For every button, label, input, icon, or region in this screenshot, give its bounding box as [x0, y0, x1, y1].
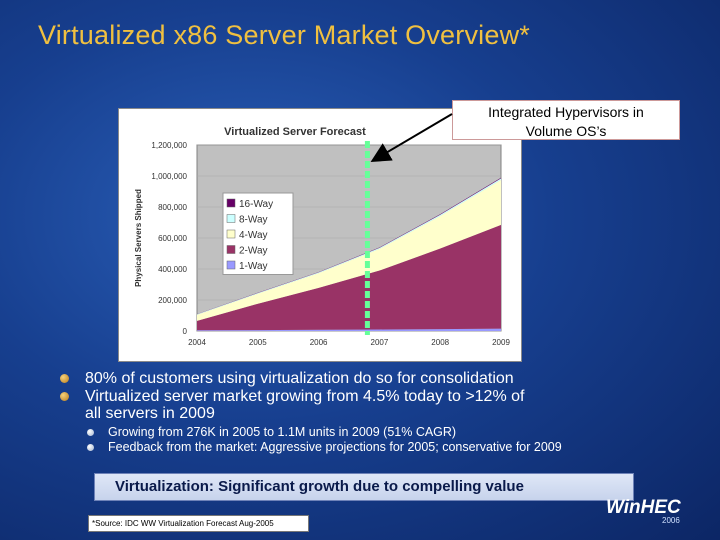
y-axis-label: Physical Servers Shipped	[134, 189, 143, 287]
logo-text: WinHEC	[606, 497, 681, 518]
slide-title: Virtualized x86 Server Market Overview*	[38, 20, 530, 50]
sub-bullet-text: Feedback from the market: Aggressive pro…	[108, 440, 562, 454]
chart-title: Virtualized Server Forecast	[224, 126, 366, 138]
legend-swatch	[226, 260, 236, 270]
sub-bullet-cagr: Growing from 276K in 2005 to 1.1M units …	[87, 425, 660, 440]
y-tick-label: 0	[183, 327, 188, 336]
legend-swatch	[226, 229, 236, 239]
sub-bullet-feedback: Feedback from the market: Aggressive pro…	[87, 440, 660, 455]
y-tick-label: 200,000	[158, 296, 187, 305]
x-tick-label: 2008	[431, 338, 449, 347]
series-area-1-way	[197, 328, 501, 331]
bullet-consolidation: 80% of customers using virtualization do…	[60, 370, 660, 387]
hypervisor-callout: Integrated Hypervisors in Volume OS’s	[452, 100, 680, 140]
summary-banner: Virtualization: Significant growth due t…	[94, 473, 634, 501]
y-tick-label: 1,000,000	[151, 172, 187, 181]
series-area-2-way	[197, 224, 501, 331]
x-tick-label: 2005	[249, 338, 267, 347]
y-tick-label: 600,000	[158, 234, 187, 243]
legend-label: 2-Way	[239, 246, 268, 257]
bullet-text-line1: Virtualized server market growing from 4…	[85, 388, 525, 405]
bullet-icon	[60, 374, 69, 383]
y-tick-label: 400,000	[158, 265, 187, 274]
x-tick-label: 2009	[492, 338, 510, 347]
legend-swatch	[226, 214, 236, 223]
legend-swatch	[226, 198, 236, 208]
callout-line2: Volume OS’s	[525, 123, 607, 139]
legend-swatch	[226, 245, 236, 254]
sub-bullet-icon	[87, 429, 94, 436]
bullet-text: Virtualized server market growing from 4…	[85, 388, 524, 422]
source-note: *Source: IDC WW Virtualization Forecast …	[88, 515, 309, 532]
x-tick-label: 2006	[310, 338, 328, 347]
y-tick-label: 800,000	[158, 203, 187, 212]
logo-year: 2006	[662, 516, 680, 525]
x-tick-label: 2004	[188, 338, 206, 347]
legend-label: 16-Way	[239, 199, 273, 210]
legend-label: 8-Way	[239, 215, 268, 226]
sub-bullet-text: Growing from 276K in 2005 to 1.1M units …	[108, 425, 457, 439]
y-tick-label: 1,200,000	[151, 141, 187, 150]
bullet-text-line2: all servers in 2009	[85, 405, 215, 422]
bullet-text: 80% of customers using virtualization do…	[85, 370, 514, 387]
winhec-logo: WinHEC 2006	[606, 497, 710, 533]
legend-label: 1-Way	[239, 261, 268, 272]
virtualized-server-forecast-chart: Virtualized Server Forecast 1,200,000 1,00…	[118, 108, 522, 362]
bullet-icon	[60, 392, 69, 401]
x-tick-label: 2007	[371, 338, 389, 347]
series-area-4-way	[197, 179, 501, 321]
legend-label: 4-Way	[239, 230, 268, 241]
callout-line1: Integrated Hypervisors in	[488, 104, 644, 120]
chart-svg: Virtualized Server Forecast 1,200,000 1,00…	[134, 126, 510, 347]
bullet-list: 80% of customers using virtualization do…	[60, 370, 660, 455]
sub-bullet-icon	[87, 444, 94, 451]
bullet-market-growth: Virtualized server market growing from 4…	[60, 388, 660, 422]
sub-bullet-list: Growing from 276K in 2005 to 1.1M units …	[60, 425, 660, 455]
